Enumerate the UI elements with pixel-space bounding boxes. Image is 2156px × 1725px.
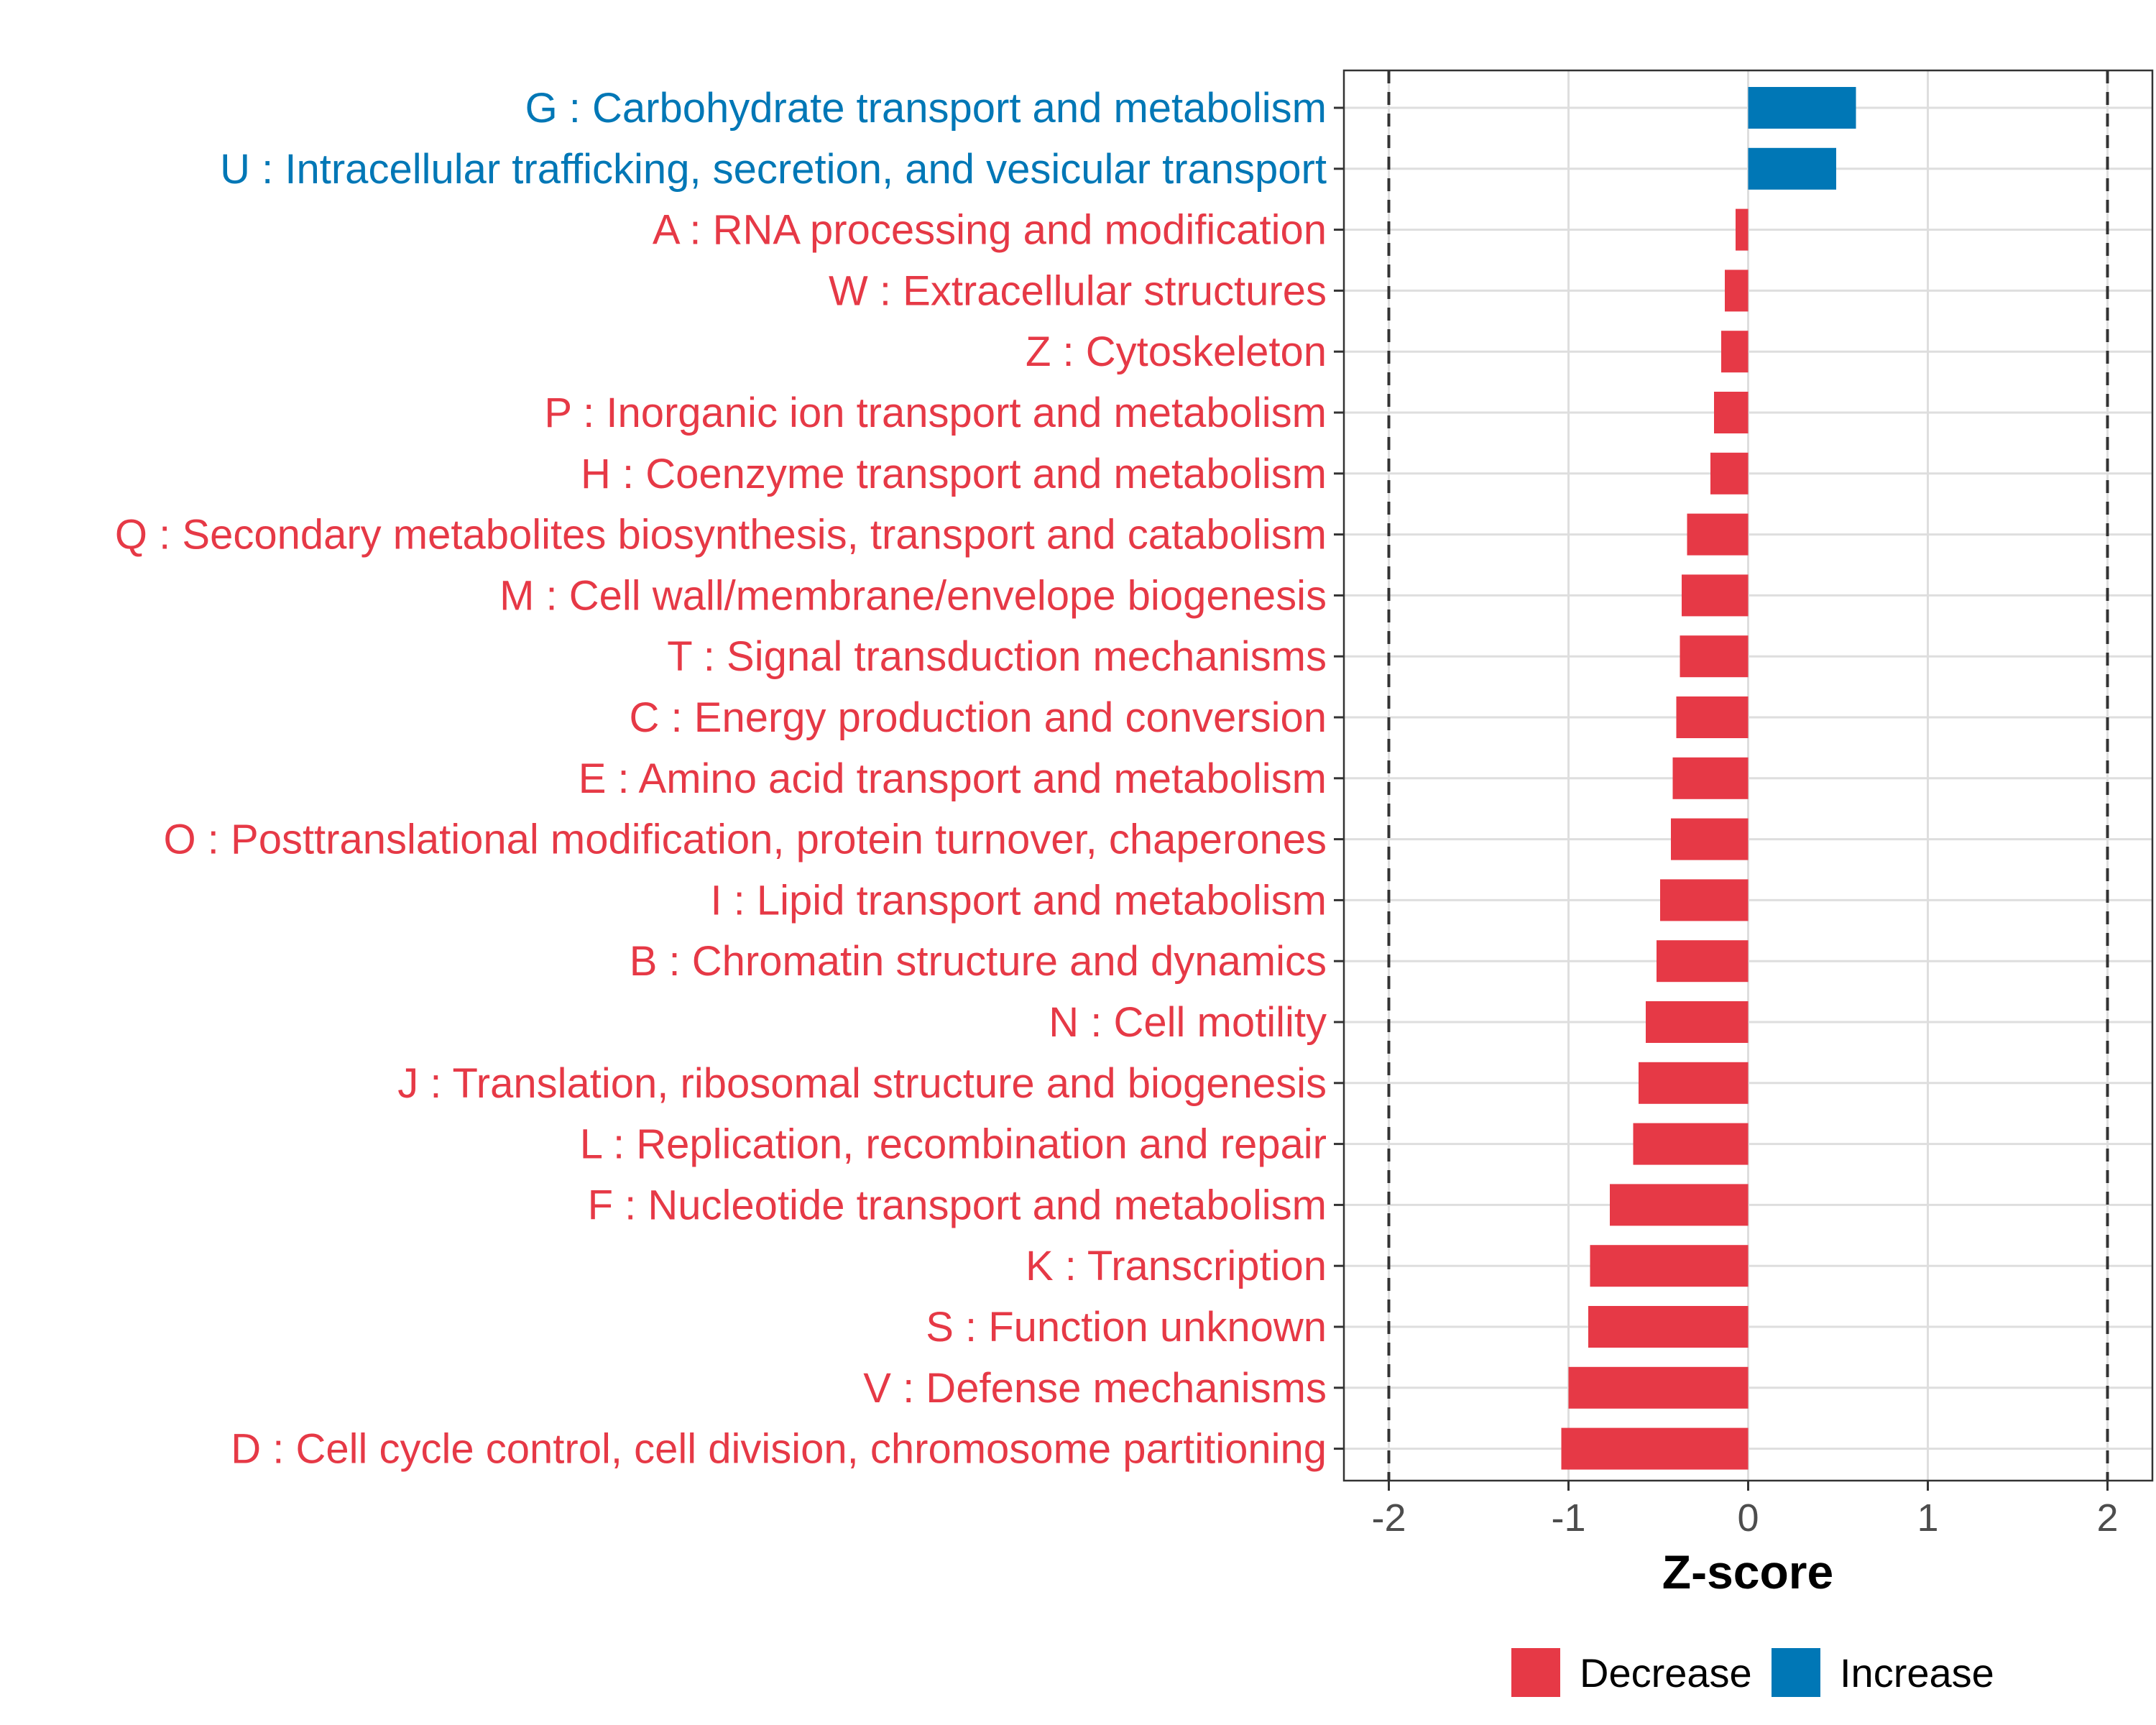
bar-1 (1748, 147, 1836, 190)
bar-14 (1657, 940, 1749, 983)
category-label-15: N : Cell motility (1049, 999, 1327, 1046)
category-label-7: Q : Secondary metabolites biosynthesis, … (115, 512, 1327, 558)
legend-swatch-decrease (1511, 1648, 1560, 1697)
category-label-0: G : Carbohydrate transport and metabolis… (525, 85, 1327, 132)
category-label-5: P : Inorganic ion transport and metaboli… (544, 390, 1327, 436)
category-label-16: J : Translation, ribosomal structure and… (397, 1060, 1327, 1107)
x-tick-label-3: 1 (1917, 1496, 1938, 1540)
category-label-1: U : Intracellular trafficking, secretion… (220, 146, 1327, 193)
bars (1561, 87, 1856, 1470)
bar-3 (1725, 270, 1749, 312)
x-tick-label-1: -1 (1551, 1496, 1585, 1540)
category-label-17: L : Replication, recombination and repai… (580, 1121, 1327, 1168)
bar-16 (1639, 1062, 1749, 1104)
bar-7 (1687, 513, 1749, 556)
category-label-3: W : Extracellular structures (829, 267, 1327, 314)
bar-10 (1676, 696, 1749, 738)
x-tick-label-0: -2 (1371, 1496, 1406, 1540)
category-label-9: T : Signal transduction mechanisms (667, 633, 1327, 680)
bar-20 (1588, 1306, 1749, 1348)
bar-5 (1714, 392, 1749, 433)
legend-swatch-increase (1772, 1648, 1820, 1697)
bar-0 (1748, 87, 1856, 129)
bar-13 (1660, 879, 1749, 921)
bar-18 (1610, 1184, 1749, 1226)
legend-label-increase: Increase (1840, 1650, 1994, 1696)
category-label-12: O : Posttranslational modification, prot… (164, 816, 1327, 863)
legend: Decrease Increase (1511, 1648, 1994, 1697)
category-label-6: H : Coenzyme transport and metabolism (581, 451, 1327, 497)
bar-4 (1721, 331, 1749, 373)
bar-8 (1682, 574, 1749, 617)
category-label-2: A : RNA processing and modification (653, 207, 1327, 254)
category-label-13: I : Lipid transport and metabolism (710, 877, 1327, 924)
category-label-22: D : Cell cycle control, cell division, c… (231, 1426, 1327, 1473)
x-axis-title: Z-score (1662, 1545, 1833, 1598)
category-label-4: Z : Cytoskeleton (1026, 328, 1327, 375)
bar-22 (1561, 1427, 1749, 1470)
category-label-20: S : Function unknown (926, 1304, 1327, 1351)
reference-lines (1387, 70, 2109, 1481)
bar-11 (1672, 757, 1749, 799)
bar-19 (1590, 1245, 1749, 1287)
bar-17 (1633, 1123, 1749, 1165)
category-label-11: E : Amino acid transport and metabolism (579, 755, 1327, 802)
bar-21 (1568, 1366, 1749, 1409)
bar-2 (1736, 208, 1749, 251)
bar-9 (1680, 635, 1749, 678)
category-label-8: M : Cell wall/membrane/envelope biogenes… (499, 572, 1327, 619)
x-tick-label-4: 2 (2096, 1496, 2118, 1540)
x-tick-label-2: 0 (1737, 1496, 1759, 1540)
category-label-19: K : Transcription (1026, 1243, 1327, 1289)
category-label-21: V : Defense mechanisms (863, 1365, 1327, 1412)
y-axis-ticks (1334, 106, 1344, 1450)
y-axis-category-labels: G : Carbohydrate transport and metabolis… (115, 85, 1327, 1473)
bar-12 (1671, 818, 1749, 860)
category-label-14: B : Chromatin structure and dynamics (630, 938, 1327, 985)
legend-label-decrease: Decrease (1580, 1650, 1752, 1696)
bar-15 (1646, 1001, 1749, 1043)
category-label-18: F : Nucleotide transport and metabolism (588, 1182, 1327, 1228)
category-label-10: C : Energy production and conversion (630, 694, 1327, 741)
bar-6 (1710, 452, 1749, 494)
x-axis-ticks: -2 -1 0 1 2 (1371, 1481, 2119, 1540)
